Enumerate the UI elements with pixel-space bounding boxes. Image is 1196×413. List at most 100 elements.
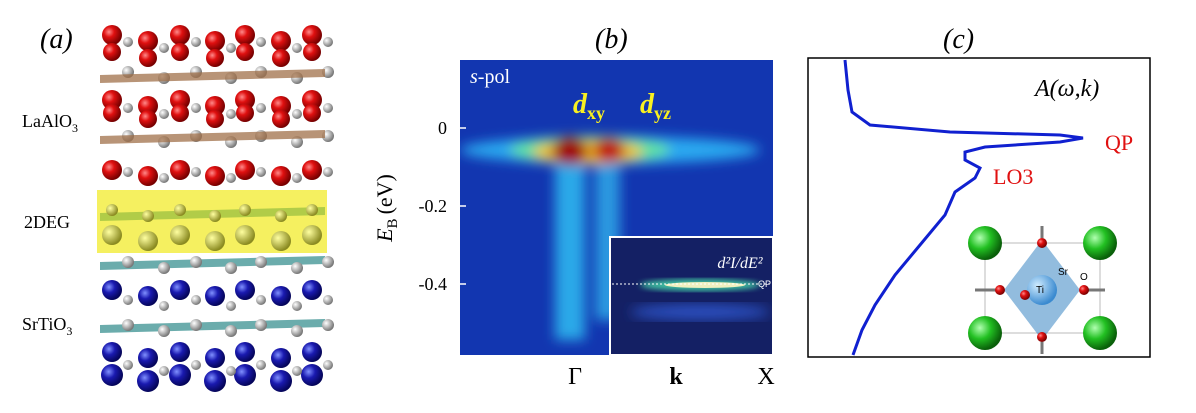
atom [137, 370, 159, 392]
atom [205, 231, 225, 251]
pol-text: -pol [478, 66, 511, 88]
atom [209, 210, 221, 222]
panel-label: (a) [40, 24, 73, 55]
atom [174, 204, 186, 216]
atom [102, 160, 122, 180]
atom [103, 104, 121, 122]
atom [302, 90, 322, 110]
peak-label: LO3 [993, 164, 1033, 189]
atom [102, 90, 122, 110]
atom [158, 325, 170, 337]
panel-label: (c) [943, 24, 974, 55]
atom [142, 210, 154, 222]
atom-model [100, 25, 334, 392]
panel-a: (a) LaAlO3 2DEG SrTiO3 [22, 24, 334, 392]
atom [271, 166, 291, 186]
atom [323, 167, 333, 177]
atom [138, 348, 158, 368]
band-symbol: d [573, 89, 588, 120]
atom [191, 360, 201, 370]
atom [271, 286, 291, 306]
atom [302, 25, 322, 45]
atom [170, 342, 190, 362]
atom [102, 225, 122, 245]
atom [235, 90, 255, 110]
inset-frame [609, 236, 774, 356]
x-label: Γ [568, 364, 582, 390]
atom-label: Sr [1058, 267, 1069, 278]
atom [270, 370, 292, 392]
layer-label: SrTiO3 [22, 314, 72, 338]
atom [302, 342, 322, 362]
atom [102, 25, 122, 45]
atom [170, 25, 190, 45]
atom [123, 167, 133, 177]
atom [235, 280, 255, 300]
atom [272, 49, 290, 67]
layer-name: SrTiO [22, 314, 66, 334]
atom [122, 319, 134, 331]
band-sub: xy [587, 103, 605, 123]
spectral-title: A(ω,k) [1033, 76, 1099, 102]
atom [205, 348, 225, 368]
atom [159, 109, 169, 119]
axis-symbol: E [372, 228, 397, 243]
atom [302, 280, 322, 300]
atom [204, 370, 226, 392]
atom [138, 31, 158, 51]
atom [292, 173, 302, 183]
atom [226, 366, 236, 376]
atom [206, 49, 224, 67]
layer-sub: 3 [66, 324, 72, 338]
atom [170, 225, 190, 245]
atom [236, 104, 254, 122]
peak-label: QP [1105, 130, 1133, 155]
atom [205, 96, 225, 116]
atom [226, 301, 236, 311]
atom [226, 173, 236, 183]
atom [171, 43, 189, 61]
atom [256, 37, 266, 47]
atom [170, 280, 190, 300]
axis-unit: (eV) [372, 174, 397, 214]
atom [292, 366, 302, 376]
atom [256, 295, 266, 305]
band-label: dxy [573, 89, 605, 123]
atom [256, 360, 266, 370]
atom [235, 342, 255, 362]
atom [191, 295, 201, 305]
bond-plate [100, 69, 325, 83]
atom [171, 104, 189, 122]
atom [272, 110, 290, 128]
y-tick-label: 0 [438, 118, 447, 138]
atom [323, 103, 333, 113]
atom [323, 37, 333, 47]
bond-plate [100, 319, 325, 333]
atom [291, 136, 303, 148]
panel-b: (b) d²I/dE² QP s-pol dxy dyz 0-0 [372, 24, 775, 390]
atom [159, 43, 169, 53]
pol-symbol: s [470, 66, 478, 88]
atom [234, 364, 256, 386]
inset-map [610, 237, 773, 355]
atom [102, 280, 122, 300]
atom [271, 231, 291, 251]
atom [159, 301, 169, 311]
atom [225, 325, 237, 337]
x-label: k [669, 364, 683, 390]
atom [226, 43, 236, 53]
atom [123, 360, 133, 370]
atom [323, 360, 333, 370]
atom [226, 109, 236, 119]
atom [123, 295, 133, 305]
atom [291, 325, 303, 337]
atom [191, 103, 201, 113]
atom [101, 364, 123, 386]
atom [205, 166, 225, 186]
atom [103, 43, 121, 61]
layer-label: 2DEG [24, 212, 70, 232]
atom [235, 25, 255, 45]
y-axis-label: EB (eV) [372, 174, 401, 243]
atom [303, 104, 321, 122]
